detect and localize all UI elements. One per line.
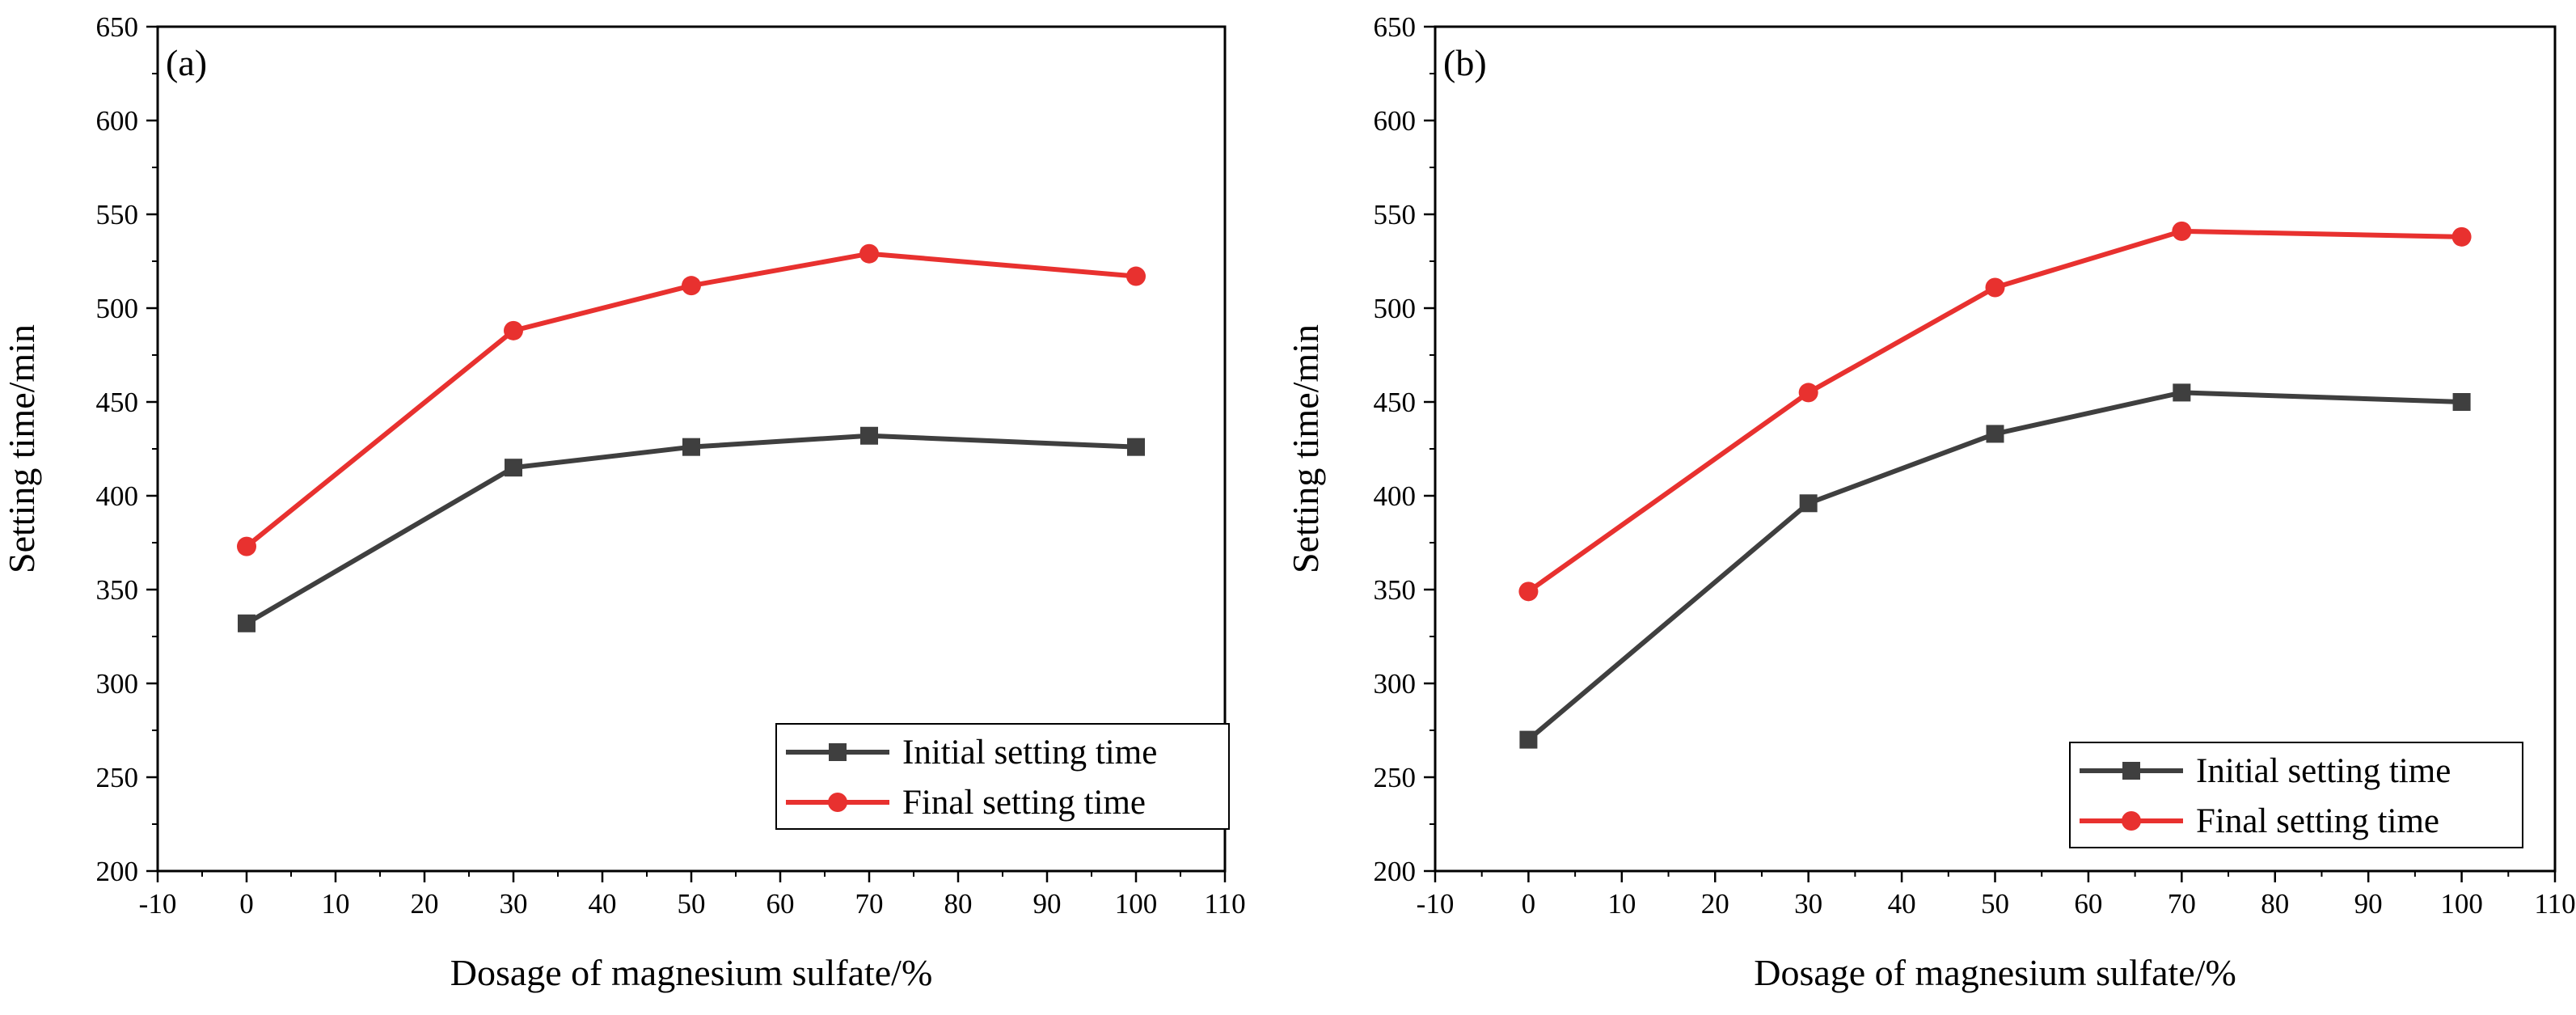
x-tick-label: 10 [1607,888,1636,920]
legend: Initial setting time Final setting time [775,723,1230,830]
y-tick-label: 200 [96,856,139,887]
x-tick-label: 50 [678,888,706,920]
data-point-circle [682,276,701,296]
y-tick-label: 650 [1374,11,1417,43]
x-tick-label: 60 [766,888,795,920]
data-point-square [1127,438,1145,456]
legend-label: Final setting time [902,784,1146,822]
x-tick-label: 70 [2168,888,2196,920]
legend-marker-square [829,743,847,761]
x-tick-label: 50 [1981,888,2009,920]
x-tick-label: 70 [855,888,884,920]
x-tick-label: 40 [1888,888,1916,920]
series-line [245,433,1137,626]
data-point-square [1799,494,1818,513]
data-point-circle [1985,277,2005,298]
y-tick-label: 300 [1374,668,1417,700]
x-tick-label: 20 [1701,888,1729,920]
data-point-circle [2451,226,2472,247]
x-tick-label: 100 [1115,888,1158,920]
legend-box [2069,742,2523,848]
y-tick-label: 450 [96,387,139,418]
y-tick-label: 650 [96,11,139,43]
series-final-setting-time [237,243,1146,556]
series-final-setting-time [1518,221,2472,602]
y-tick-label: 200 [1374,856,1417,887]
x-tick-label: -10 [1417,888,1455,920]
data-point-circle [237,536,256,556]
x-tick-label: 10 [322,888,350,920]
x-tick-label: 30 [500,888,528,920]
x-tick-label: 110 [1204,888,1245,920]
legend-box [775,723,1230,830]
data-point-square [238,614,255,632]
panel-label: (b) [1443,42,1487,83]
x-tick-label: 40 [589,888,617,920]
y-tick-label: 500 [1374,293,1417,324]
y-tick-label: 350 [96,574,139,606]
legend-label: Initial setting time [2196,752,2451,790]
y-axis-title: Setting time/min [1285,324,1326,573]
y-tick-label: 250 [1374,762,1417,793]
legend-label: Final setting time [2196,802,2439,840]
data-point-circle [1126,266,1146,286]
y-tick-label: 500 [96,293,139,324]
data-point-square [1986,425,2004,443]
y-tick-label: 250 [96,762,139,793]
x-tick-label: -10 [139,888,177,920]
y-tick-label: 400 [96,480,139,512]
x-tick-label: 30 [1794,888,1822,920]
legend-marker-circle [828,793,847,812]
y-tick-label: 550 [1374,199,1417,230]
x-tick-label: 0 [239,888,254,920]
series-line [1527,390,2462,742]
x-tick-label: 90 [2354,888,2383,920]
data-point-square [2173,383,2191,402]
y-tick-label: 350 [1374,574,1417,606]
data-point-circle [859,243,879,264]
data-point-circle [1798,383,1818,403]
x-tick-label: 100 [2440,888,2483,920]
y-tick-label: 300 [96,668,139,700]
x-tick-label: 90 [1033,888,1062,920]
x-tick-label: 60 [2074,888,2102,920]
data-point-circle [504,320,523,340]
legend-marker-square [2122,762,2140,780]
x-tick-label: 110 [2534,888,2575,920]
data-point-square [860,426,878,445]
chart-panel-b: -10 0 10 20 30 40 50 60 70 80 90 100 110 200 250 300 350… [1285,11,2576,993]
y-tick-label: 600 [96,105,139,137]
series-initial-setting-time [238,426,1145,632]
x-tick-label: 0 [1522,888,1536,920]
y-tick-label: 600 [1374,105,1417,137]
legend: Initial setting time Final setting time [2069,742,2523,848]
x-axis-title: Dosage of magnesium sulfate/% [450,952,933,993]
legend-marker-circle [2122,811,2141,831]
data-point-square [682,438,700,456]
x-tick-label: 80 [2261,888,2289,920]
y-axis-title: Setting time/min [1,324,42,573]
series-line [245,251,1137,548]
chart-panel-a: -10 0 10 20 30 40 50 60 70 80 90 100 110 200 250 300 350… [1,11,1246,993]
data-point-square [505,459,522,477]
x-tick-label: 20 [411,888,439,920]
data-point-circle [1518,582,1539,602]
data-point-square [2452,393,2471,411]
x-axis-title: Dosage of magnesium sulfate/% [1754,952,2236,993]
y-tick-label: 400 [1374,480,1417,512]
y-tick-label: 550 [96,199,139,230]
x-tick-label: 80 [944,888,973,920]
data-point-square [1519,730,1538,749]
data-point-circle [2172,221,2192,241]
series-initial-setting-time [1519,383,2471,749]
panel-label: (a) [166,42,207,83]
y-tick-label: 450 [1374,387,1417,418]
legend-label: Initial setting time [902,734,1157,772]
